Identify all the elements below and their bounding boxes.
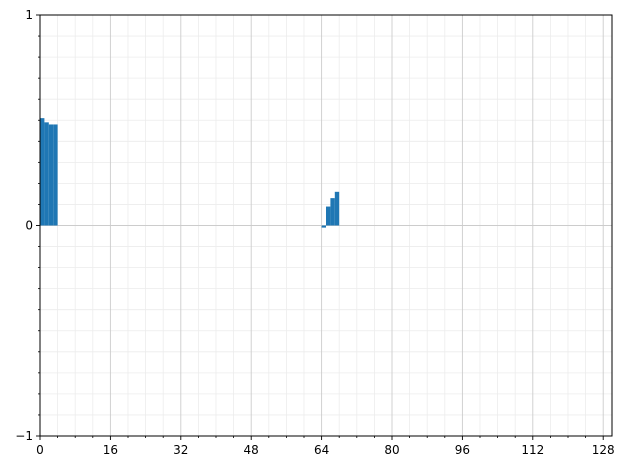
bars	[40, 118, 340, 228]
bar	[44, 122, 49, 226]
y-tick-label: 1	[25, 8, 33, 22]
x-tick-label: 112	[521, 443, 544, 457]
x-tick-label: 96	[455, 443, 470, 457]
y-tick-label: 0	[25, 219, 33, 233]
ticks	[36, 14, 604, 440]
x-tick-label: 32	[173, 443, 188, 457]
x-tick-label: 128	[592, 443, 615, 457]
x-tick-label: 80	[384, 443, 399, 457]
x-tick-label: 48	[244, 443, 259, 457]
tick-labels: 0 16 32 48 64 80 96 112 128−101	[15, 8, 614, 457]
bar	[321, 225, 326, 228]
bar	[326, 206, 331, 226]
bar	[334, 191, 340, 226]
x-tick-label: 64	[314, 443, 329, 457]
x-tick-label: 16	[103, 443, 118, 457]
y-tick-label: −1	[15, 429, 33, 443]
bar	[40, 118, 45, 226]
bar	[48, 124, 54, 226]
x-tick-label: 0	[36, 443, 44, 457]
bar	[53, 124, 58, 226]
bar	[330, 198, 335, 226]
